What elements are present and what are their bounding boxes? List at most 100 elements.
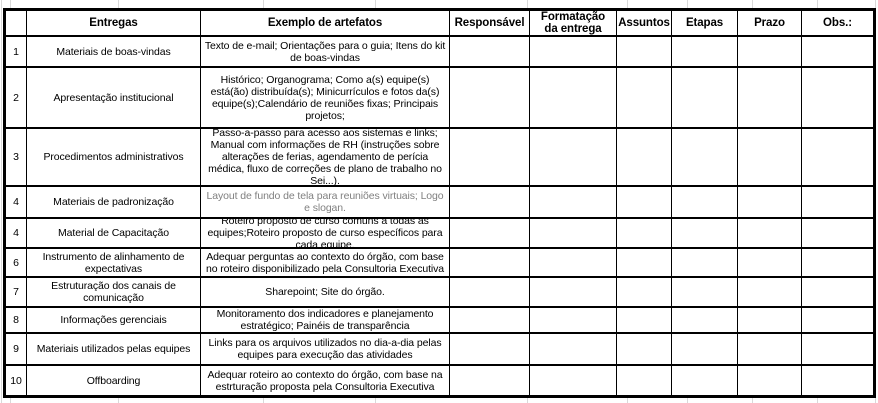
assuntos-cell [616,217,672,249]
row-number: 2 [13,91,19,104]
entrega-cell: Procedimentos administrativos [26,127,201,187]
table-row: 2 Apresentação institucional Histórico; … [4,66,875,129]
artefato-text: Monitoramento dos indicadores e planejam… [216,308,434,332]
obs-cell [801,66,875,129]
entrega-text: Offboarding [86,374,141,387]
etapas-cell [671,66,738,129]
column-header-label [6,11,26,35]
etapas-cell [671,332,738,366]
formatacao-cell [529,127,617,187]
assuntos-cell [616,66,672,129]
prazo-cell [737,247,802,278]
row-number: 7 [13,286,19,298]
entrega-text: Estruturação dos canais de comunicação [51,280,176,304]
column-header-assuntos: Assuntos [616,8,672,37]
row-number: 1 [13,45,19,58]
etapas-cell [671,127,738,187]
column-header-obs: Obs.: [801,8,875,37]
assuntos-cell [616,276,672,308]
entrega-text: Apresentação institucional [53,91,174,104]
table-row: 6 Instrumento de alinhamento de expectat… [4,247,875,278]
responsavel-cell [449,247,530,278]
assuntos-cell [616,364,672,398]
deliverables-table: Entregas Exemplo de artefatos Responsáve… [3,8,876,398]
entrega-cell: Offboarding [26,364,201,398]
formatacao-cell [529,364,617,398]
obs-cell [801,306,875,334]
etapas-cell [671,185,738,219]
artefato-text: Sharepoint; Site do órgão. [265,286,385,298]
row-number-cell: 7 [4,276,27,308]
formatacao-cell [529,276,617,308]
etapas-cell [671,35,738,68]
entrega-cell: Estruturação dos canais de comunicação [26,276,201,308]
artefato-text: Adequar roteiro ao contexto do órgão, co… [207,368,443,393]
row-number: 4 [13,196,19,208]
row-number: 3 [13,151,19,163]
row-number: 4 [13,227,19,239]
responsavel-cell [449,185,530,219]
assuntos-cell [616,247,672,278]
formatacao-cell [529,185,617,219]
obs-cell [801,332,875,366]
artefato-cell: Roteiro proposto de curso comuns a todas… [200,217,450,249]
artefato-cell: Passo-a-passo para acesso aos sistemas e… [200,127,450,187]
responsavel-cell [449,276,530,308]
table-row: 3 Procedimentos administrativos Passo-a-… [4,127,875,187]
formatacao-cell [529,217,617,249]
entrega-cell: Instrumento de alinhamento de expectativ… [26,247,201,278]
table-row: 10 Offboarding Adequar roteiro ao contex… [4,364,875,398]
artefato-text: Passo-a-passo para acesso aos sistemas e… [208,129,442,185]
row-number-cell: 1 [4,35,27,68]
responsavel-cell [449,364,530,398]
artefato-cell: Histórico; Organograma; Como a(s) equipe… [200,66,450,129]
responsavel-cell [449,332,530,366]
artefato-cell: Sharepoint; Site do órgão. [200,276,450,308]
prazo-cell [737,306,802,334]
column-header-index [4,8,27,37]
row-number: 6 [13,256,19,269]
responsavel-cell [449,66,530,129]
obs-cell [801,364,875,398]
artefato-text: Links para os arquivos utilizados no dia… [208,337,442,361]
artefato-text: Layout de fundo de tela para reuniões vi… [206,190,444,214]
assuntos-cell [616,127,672,187]
responsavel-cell [449,35,530,68]
row-number-cell: 4 [4,217,27,249]
table-row: 1 Materiais de boas-vindas Texto de e-ma… [4,35,875,68]
spreadsheet-gridline [1,0,2,403]
column-header-etapas: Etapas [671,8,738,37]
column-header-formatacao: Formatação da entrega [529,8,617,37]
column-header-label: Exemplo de artefatos [267,17,383,29]
artefato-cell: Texto de e-mail; Orientações para o guia… [200,35,450,68]
etapas-cell [671,364,738,398]
assuntos-cell [616,306,672,334]
entrega-text: Instrumento de alinhamento de expectativ… [42,250,185,275]
entrega-text: Procedimentos administrativos [43,151,184,163]
row-number-cell: 8 [4,306,27,334]
row-number-cell: 3 [4,127,27,187]
artefato-cell: Monitoramento dos indicadores e planejam… [200,306,450,334]
prazo-cell [737,332,802,366]
assuntos-cell [616,332,672,366]
column-header-entregas: Entregas [26,8,201,37]
entrega-cell: Apresentação institucional [26,66,201,129]
formatacao-cell [529,66,617,129]
responsavel-cell [449,217,530,249]
etapas-cell [671,217,738,249]
artefato-cell: Layout de fundo de tela para reuniões vi… [200,185,450,219]
artefato-text: Histórico; Organograma; Como a(s) equipe… [210,73,440,122]
artefato-text: Roteiro proposto de curso comuns a todas… [207,219,443,247]
column-header-label: Obs.: [823,17,852,29]
prazo-cell [737,276,802,308]
column-header-prazo: Prazo [737,8,802,37]
table-row: 4 Materiais de padronização Layout de fu… [4,185,875,219]
column-header-label: Prazo [754,17,785,29]
formatacao-cell [529,332,617,366]
entrega-cell: Materiais de boas-vindas [26,35,201,68]
artefato-text: Texto de e-mail; Orientações para o guia… [204,39,446,64]
column-header-label: Responsável [454,17,525,29]
artefato-text: Adequar perguntas ao contexto do órgão, … [205,250,445,275]
etapas-cell [671,276,738,308]
responsavel-cell [449,127,530,187]
